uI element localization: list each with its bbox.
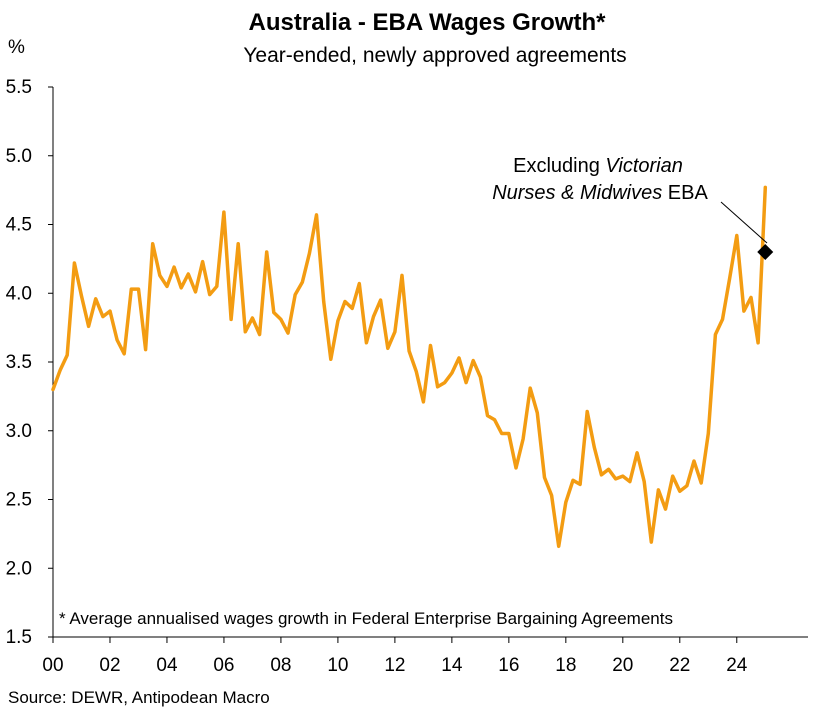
y-tick-label: 3.0 xyxy=(6,421,32,442)
x-tick-label: 02 xyxy=(99,655,120,676)
y-tick-label: 2.0 xyxy=(6,558,32,579)
y-tick-label: 4.5 xyxy=(6,215,32,236)
annotation-line-2: Nurses & Midwives EBA xyxy=(492,182,708,204)
chart-title: Australia - EBA Wages Growth* xyxy=(249,9,607,36)
highlight-diamond-marker xyxy=(757,244,774,260)
x-tick-label: 18 xyxy=(555,655,576,676)
x-tick-label: 16 xyxy=(498,655,519,676)
x-tick-label: 14 xyxy=(441,655,463,676)
chart-subtitle: Year-ended, newly approved agreements xyxy=(243,44,626,67)
x-tick-label: 08 xyxy=(270,655,291,676)
axes xyxy=(48,86,808,643)
series-layer xyxy=(51,185,774,549)
annotation-line-1: Excluding Victorian xyxy=(513,155,683,177)
y-tick-label: 1.5 xyxy=(6,627,32,648)
x-axis-tick-labels: 00 02 04 06 08 10 12 14 16 18 20 22 24 xyxy=(42,655,747,676)
y-tick-label: 4.0 xyxy=(6,283,32,304)
x-tick-label: 06 xyxy=(213,655,234,676)
series-line xyxy=(51,185,768,549)
x-tick-label: 10 xyxy=(327,655,348,676)
y-tick-label: 5.5 xyxy=(6,77,32,98)
x-tick-label: 04 xyxy=(156,655,178,676)
annotation-leader-line xyxy=(720,201,768,244)
y-axis-unit: % xyxy=(8,37,25,58)
x-tick-label: 22 xyxy=(669,655,690,676)
x-tick-label: 12 xyxy=(384,655,405,676)
x-tick-label: 24 xyxy=(726,655,748,676)
y-axis-tick-labels: 1.5 2.0 2.5 3.0 3.5 4.0 4.5 5.0 5.5 xyxy=(6,77,32,648)
y-tick-label: 2.5 xyxy=(6,490,32,511)
source-note: Source: DEWR, Antipodean Macro xyxy=(8,688,270,707)
x-tick-label: 00 xyxy=(42,655,63,676)
footnote: * Average annualised wages growth in Fed… xyxy=(59,609,673,628)
y-tick-label: 3.5 xyxy=(6,352,32,373)
y-tick-label: 5.0 xyxy=(6,146,32,167)
x-tick-label: 20 xyxy=(612,655,633,676)
